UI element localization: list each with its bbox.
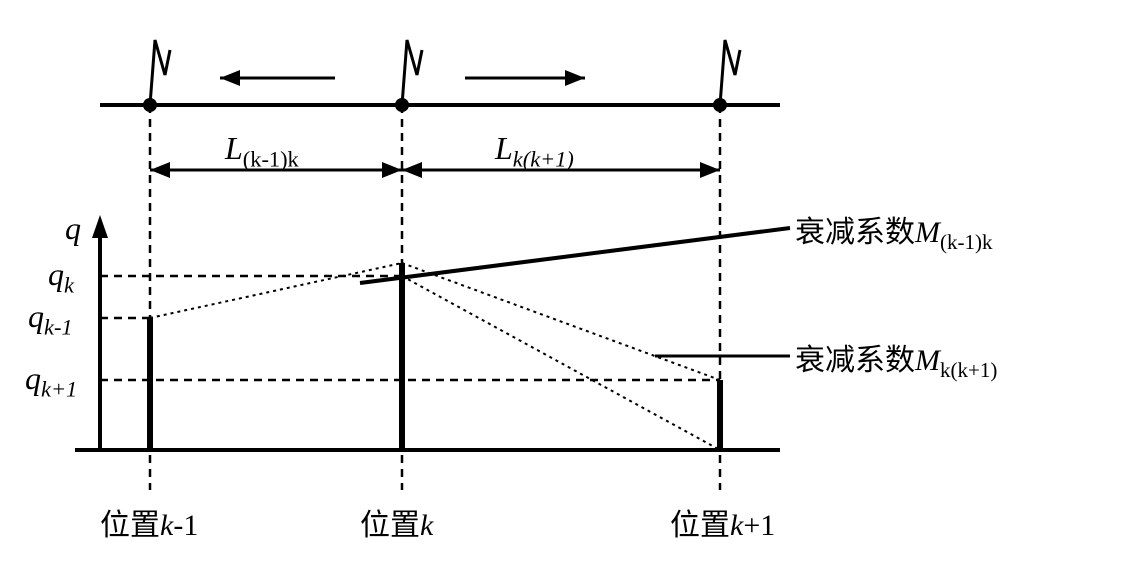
pos-k-prefix: 位置 <box>360 509 420 542</box>
qk-sub: k <box>64 272 74 297</box>
qk-1-label: qk-1 <box>28 298 73 340</box>
spike-k-plus-1 <box>720 40 740 105</box>
dotted-left-decay <box>150 263 402 318</box>
L-right-label: Lk(k+1) <box>495 130 574 172</box>
pos-k+1-suffix: +1 <box>743 509 775 542</box>
dotted-right-1 <box>402 263 720 380</box>
qk+1-label: qk+1 <box>25 360 77 402</box>
pos-k-main: k <box>420 509 433 542</box>
spike-k <box>402 40 422 105</box>
qk+1-main: q <box>25 360 41 396</box>
qk-main: q <box>48 256 64 292</box>
L-right-main: L <box>495 130 513 166</box>
M-left-label: 衰减系数M(k-1)k <box>795 207 992 255</box>
L-left-sub: (k-1)k <box>243 146 299 171</box>
M-left-sub: (k-1)k <box>940 230 992 254</box>
pos-k-label: 位置k <box>360 500 433 544</box>
qk-1-main: q <box>28 298 44 334</box>
dim-arrow-left-1 <box>150 162 170 178</box>
pos-k+1-prefix: 位置 <box>670 509 730 542</box>
pos-k-1-main: k <box>160 509 173 542</box>
dim-arrow-right-2 <box>700 162 720 178</box>
M-left-prefix: 衰减系数 <box>795 216 915 249</box>
qk-label: qk <box>48 256 74 298</box>
L-right-sub: k(k+1) <box>513 146 574 171</box>
pos-k-1-suffix: -1 <box>173 509 198 542</box>
spike-k-minus-1 <box>150 40 170 105</box>
L-left-label: L(k-1)k <box>225 130 299 172</box>
M-left-main: M <box>915 216 940 249</box>
pos-k+1-main: k <box>730 509 743 542</box>
dim-arrow-left-2 <box>402 162 422 178</box>
dim-arrow-right-1 <box>382 162 402 178</box>
M-right-sub: k(k+1) <box>940 358 997 382</box>
q-text: q <box>65 210 81 246</box>
diagram-svg <box>0 0 1138 564</box>
pos-k-1-label: 位置k-1 <box>100 500 198 544</box>
q-axis-arrowhead <box>92 215 108 238</box>
qk+1-sub: k+1 <box>41 376 77 401</box>
pos-k-1-prefix: 位置 <box>100 509 160 542</box>
diagram-container: q qk qk-1 qk+1 L(k-1)k Lk(k+1) 衰减系数M(k-1… <box>0 0 1138 564</box>
pos-k+1-label: 位置k+1 <box>670 500 775 544</box>
qk-1-sub: k-1 <box>44 314 73 339</box>
solid-M-left-line <box>360 228 790 283</box>
L-left-main: L <box>225 130 243 166</box>
M-right-main: M <box>915 344 940 377</box>
M-right-label: 衰减系数Mk(k+1) <box>795 335 997 383</box>
q-axis-label: q <box>65 210 81 247</box>
arrow-left-head <box>220 70 240 86</box>
M-right-prefix: 衰减系数 <box>795 344 915 377</box>
arrow-right-head <box>565 70 585 86</box>
